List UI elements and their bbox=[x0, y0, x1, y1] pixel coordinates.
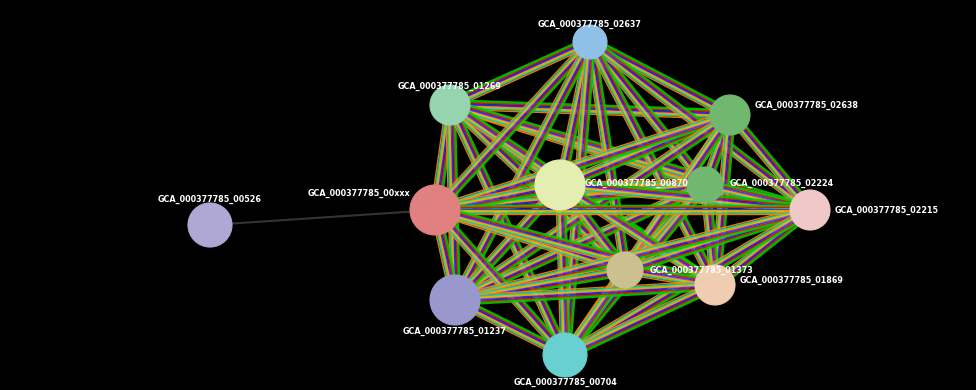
Text: GCA_000377785_02215: GCA_000377785_02215 bbox=[835, 206, 939, 214]
Text: GCA_000377785_00870: GCA_000377785_00870 bbox=[585, 179, 689, 188]
Circle shape bbox=[188, 203, 232, 247]
Circle shape bbox=[543, 333, 587, 377]
Text: GCA_000377785_02637: GCA_000377785_02637 bbox=[538, 20, 642, 29]
Text: GCA_000377785_01869: GCA_000377785_01869 bbox=[740, 275, 844, 285]
Circle shape bbox=[607, 252, 643, 288]
Circle shape bbox=[430, 85, 470, 125]
Circle shape bbox=[687, 167, 723, 203]
Circle shape bbox=[790, 190, 830, 230]
Text: GCA_000377785_00xxx: GCA_000377785_00xxx bbox=[307, 188, 410, 198]
Circle shape bbox=[695, 265, 735, 305]
Text: GCA_000377785_01269: GCA_000377785_01269 bbox=[398, 82, 502, 91]
Circle shape bbox=[430, 275, 480, 325]
Text: GCA_000377785_00526: GCA_000377785_00526 bbox=[158, 195, 262, 204]
Text: GCA_000377785_00704: GCA_000377785_00704 bbox=[513, 378, 617, 387]
Circle shape bbox=[573, 25, 607, 59]
Text: GCA_000377785_02224: GCA_000377785_02224 bbox=[730, 179, 834, 188]
Circle shape bbox=[535, 160, 585, 210]
Text: GCA_000377785_01373: GCA_000377785_01373 bbox=[650, 266, 753, 275]
Text: GCA_000377785_02638: GCA_000377785_02638 bbox=[755, 101, 859, 110]
Text: GCA_000377785_01237: GCA_000377785_01237 bbox=[403, 327, 507, 336]
Circle shape bbox=[410, 185, 460, 235]
Circle shape bbox=[710, 95, 750, 135]
